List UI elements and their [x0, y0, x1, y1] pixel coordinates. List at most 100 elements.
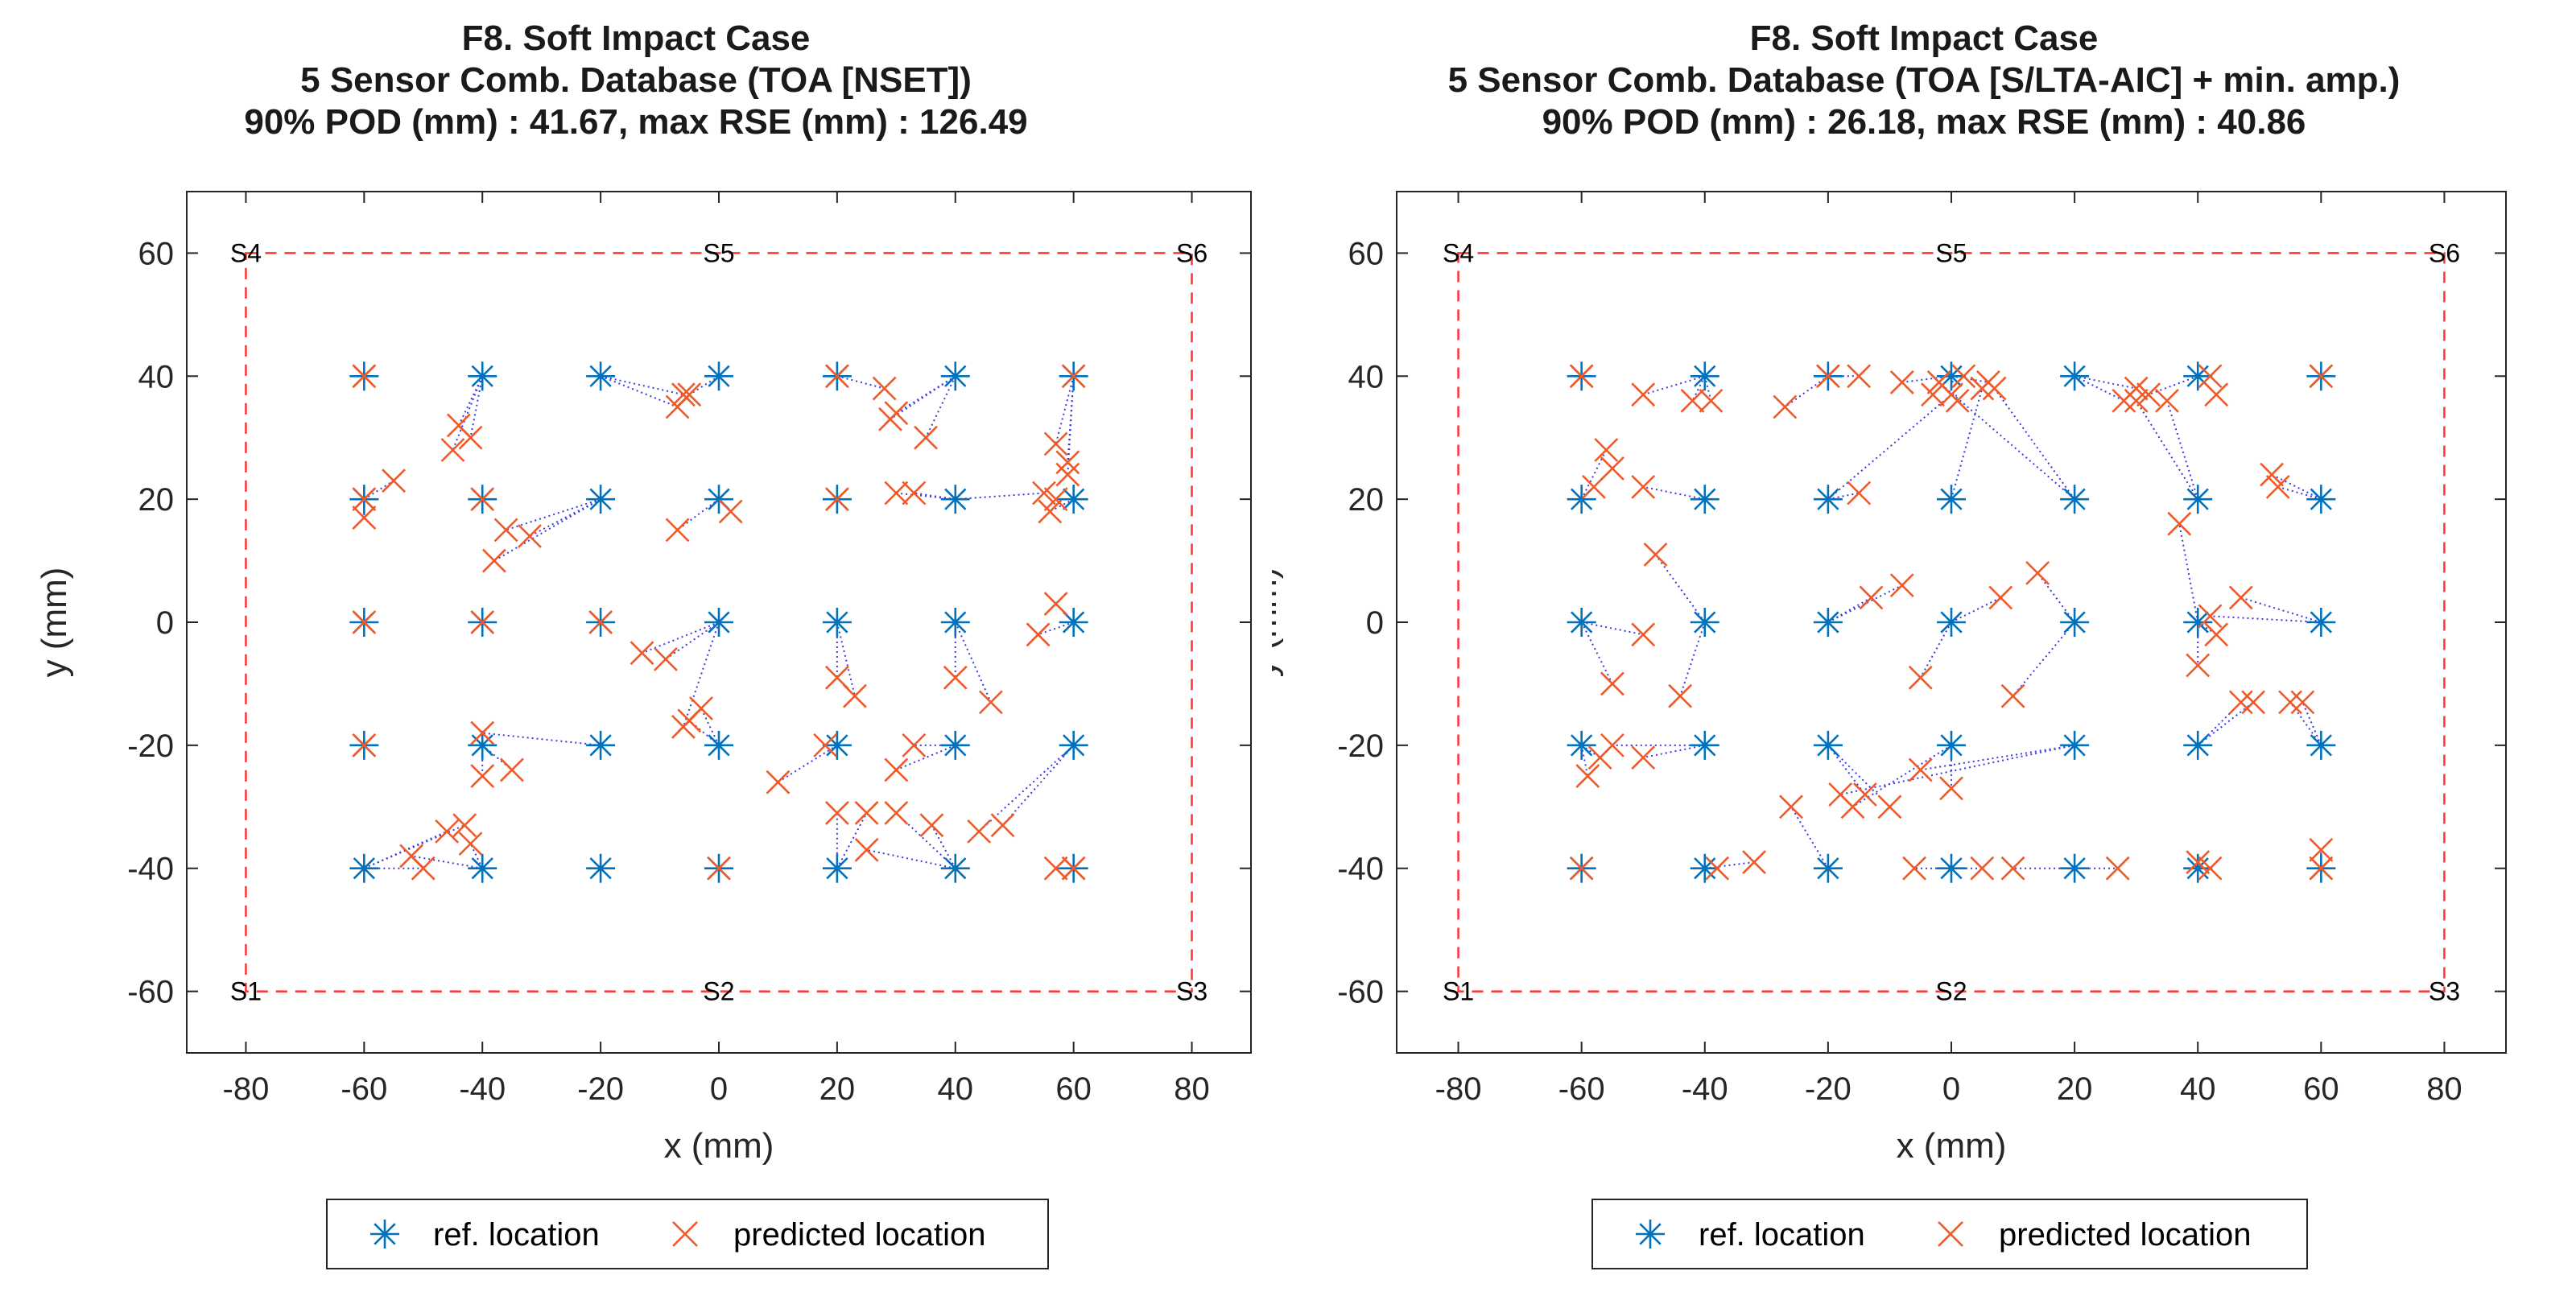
ref-point [1813, 485, 1843, 514]
ref-point [2183, 608, 2213, 637]
predicted-point-stroke [1889, 370, 1914, 394]
predicted-point [352, 610, 377, 634]
predicted-point [1594, 438, 1619, 462]
ref-point-stroke [826, 611, 848, 634]
legend-pred-label: predicted location [1999, 1217, 2252, 1253]
predicted-point [1951, 364, 1976, 389]
ref-point-stroke [1694, 488, 1716, 510]
predicted-point-stroke [2260, 462, 2285, 487]
error-link-line [836, 375, 885, 390]
legend-pred-marker [1938, 1221, 1963, 1247]
predicted-point-stroke [2290, 690, 2315, 715]
error-link-line [452, 375, 484, 451]
legend-pred-marker-stroke [672, 1221, 698, 1247]
ref-point [349, 853, 379, 883]
error-link-line [1827, 745, 1866, 795]
legend: ref. location predicted location [1591, 1199, 2308, 1269]
predicted-point [1847, 364, 1872, 389]
ref-point-stroke [708, 734, 730, 757]
ref-point-stroke [2186, 611, 2209, 634]
y-tick-label: -60 [127, 975, 174, 1010]
error-link-line [931, 824, 956, 869]
x-tick-label: 0 [1942, 1071, 1960, 1107]
x-tick-label: 60 [1055, 1071, 1092, 1107]
x-tick-label: -40 [1682, 1071, 1728, 1107]
predicted-point-stroke [2198, 364, 2223, 389]
error-link-line [954, 621, 992, 703]
predicted-point [1600, 671, 1624, 696]
predicted-point-stroke [1043, 592, 1068, 616]
predicted-point [902, 481, 927, 506]
ref-point-stroke [2186, 734, 2209, 757]
predicted-point [824, 801, 849, 825]
predicted-point [470, 720, 495, 745]
error-link-line [1839, 744, 2075, 795]
predicted-point-stroke [1569, 856, 1594, 881]
predicted-point-stroke [1921, 382, 1945, 407]
predicted-point-stroke [1828, 782, 1853, 807]
predicted-point-stroke [902, 481, 927, 506]
sensor-label-s6: S6 [2429, 238, 2460, 267]
ref-point-stroke [1817, 488, 1839, 510]
predicted-point [2204, 382, 2229, 407]
error-link-line [363, 480, 394, 500]
ref-point-stroke [2310, 611, 2332, 634]
predicted-point-stroke [878, 407, 902, 431]
predicted-point-stroke [843, 683, 867, 708]
ref-point [1567, 730, 1596, 760]
error-link-line [2210, 615, 2322, 623]
legend-ref-label: ref. location [1699, 1217, 1865, 1253]
predicted-point-stroke [1699, 388, 1724, 413]
title-line-2: 5 Sensor Comb. Database (TOA [S/LTA-AIC]… [1447, 60, 2401, 100]
sensor-label-s1: S1 [1443, 977, 1474, 1006]
predicted-point [884, 481, 909, 506]
predicted-point-stroke [1631, 622, 1656, 647]
predicted-point-stroke [2198, 604, 2223, 629]
error-link-line [482, 732, 601, 746]
predicted-point [352, 733, 377, 757]
predicted-point-stroke [352, 487, 377, 512]
ref-point [1690, 608, 1719, 637]
predicted-point [943, 665, 968, 690]
error-link-line [2037, 572, 2075, 623]
sensor-frame [1457, 252, 2446, 993]
chart-title-left: F8. Soft Impact Case 5 Sensor Comb. Data… [0, 18, 1272, 143]
predicted-point-stroke [943, 665, 968, 690]
ref-point [1567, 608, 1596, 637]
predicted-point-stroke [689, 696, 713, 720]
error-link-line [777, 745, 838, 783]
predicted-point-stroke [352, 506, 377, 530]
y-tick-label: -20 [1337, 728, 1384, 764]
predicted-point-stroke [2309, 856, 2334, 881]
ref-point [2306, 485, 2336, 514]
predicted-point-stroke [990, 813, 1015, 838]
predicted-point [677, 382, 702, 407]
predicted-point-stroke [1600, 671, 1624, 696]
predicted-point-stroke [1742, 850, 1766, 874]
predicted-point [1600, 733, 1624, 757]
predicted-point [2000, 683, 2025, 708]
predicted-point-stroke [2136, 382, 2161, 407]
ref-point [2060, 608, 2090, 637]
predicted-point-stroke [1982, 376, 2007, 401]
error-link-line [1920, 744, 2075, 771]
predicted-point-stroke [1988, 585, 2013, 610]
predicted-point [518, 524, 542, 548]
error-link-line [955, 492, 1045, 501]
predicted-point [824, 364, 849, 389]
ref-point [586, 853, 616, 883]
ref-point-stroke [589, 857, 612, 880]
error-link-line [363, 824, 465, 869]
predicted-point [1575, 764, 1600, 788]
predicted-point [2204, 622, 2229, 647]
ref-point [1937, 608, 1966, 637]
predicted-point-stroke [481, 548, 506, 573]
ref-point-stroke [826, 857, 848, 880]
ref-point-stroke [1817, 857, 1839, 880]
predicted-point-stroke [2241, 690, 2266, 715]
predicted-point [665, 518, 690, 543]
predicted-point [707, 856, 731, 881]
ref-point [940, 730, 970, 760]
ref-point [704, 608, 733, 637]
predicted-point [2265, 474, 2290, 499]
